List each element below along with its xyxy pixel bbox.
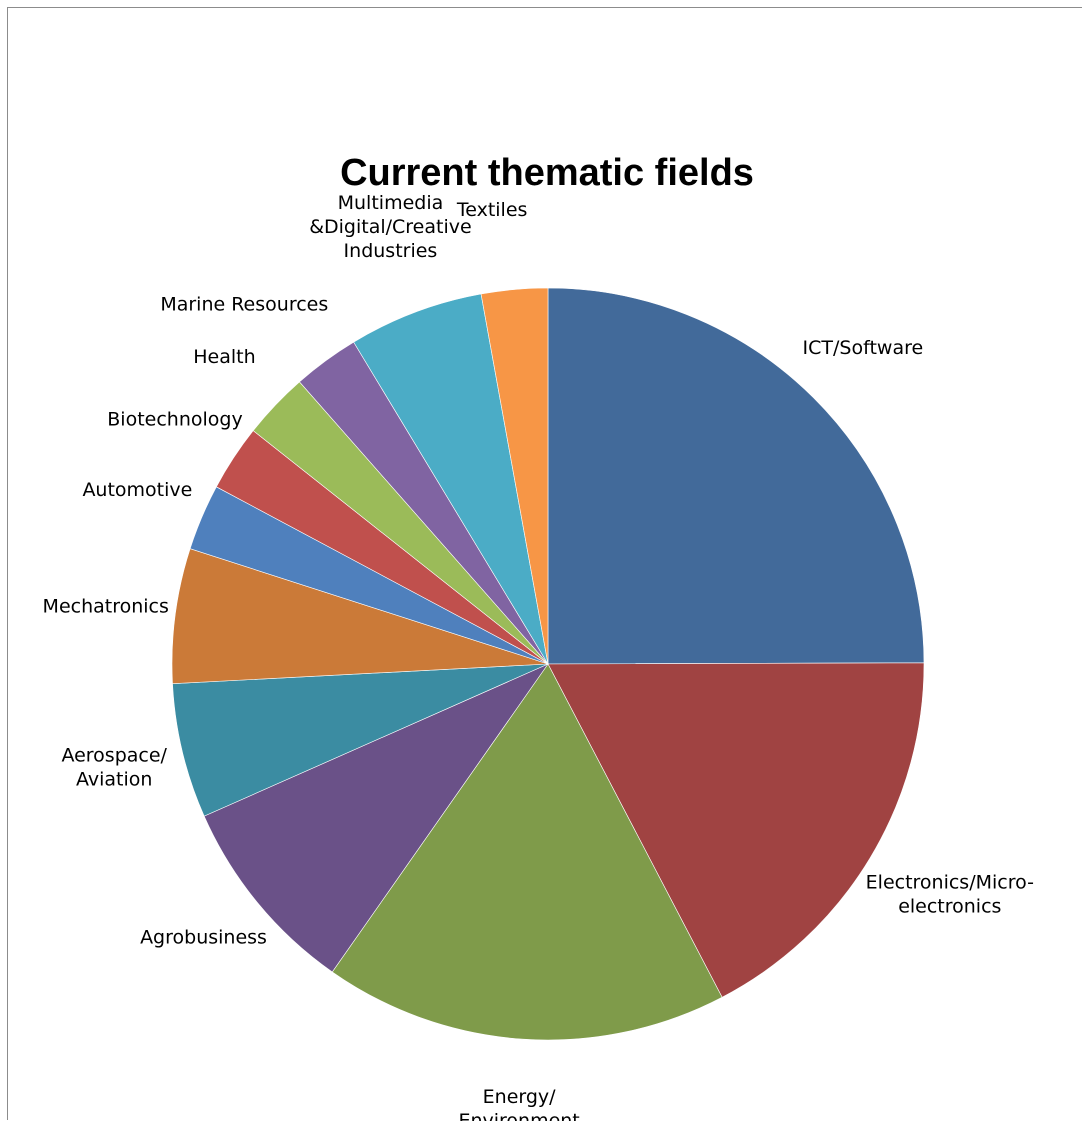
slice-label-line: Health bbox=[193, 346, 255, 368]
slice-label-line: Electronics/Micro- bbox=[866, 872, 1034, 894]
pie-slice bbox=[172, 663, 549, 817]
slice-label: Energy/Environment bbox=[458, 1086, 579, 1121]
pie-slice bbox=[331, 663, 723, 1041]
slice-label-line: Agrobusiness bbox=[140, 926, 267, 948]
pie-slice bbox=[353, 293, 549, 665]
slice-label-line: Automotive bbox=[82, 479, 192, 501]
pie-slice bbox=[203, 663, 549, 973]
chart-title: Current thematic fields bbox=[340, 152, 754, 194]
slice-label-line: Energy/ bbox=[483, 1086, 557, 1108]
slice-label-line: Aerospace/ bbox=[61, 745, 167, 767]
slice-label: Aerospace/Aviation bbox=[61, 745, 167, 791]
slice-label: Agrobusiness bbox=[140, 926, 267, 948]
pie-slice bbox=[480, 287, 549, 665]
slice-label-line: Environment bbox=[458, 1110, 579, 1121]
pie-slice bbox=[547, 662, 925, 998]
chart-frame: Current thematic fields ICT/Software Elec… bbox=[7, 7, 1082, 1121]
slice-label: Marine Resources bbox=[160, 293, 328, 315]
slice-label: ICT/Software bbox=[803, 337, 924, 359]
slice-label-line: Marine Resources bbox=[160, 293, 328, 315]
slice-label-line: Aviation bbox=[76, 769, 152, 791]
slice-label: Health bbox=[193, 346, 255, 368]
slice-labels: ICT/Software Electronics/Micro-electronic… bbox=[43, 192, 1034, 1121]
slice-label: Electronics/Micro-electronics bbox=[866, 872, 1034, 918]
slice-label-line: electronics bbox=[898, 896, 1001, 918]
slice-label-line: Mechatronics bbox=[43, 595, 169, 617]
slice-label-line: Textiles bbox=[456, 199, 528, 221]
slice-label-line: Industries bbox=[344, 240, 438, 262]
pie-slice bbox=[547, 287, 925, 665]
slice-label-line: &Digital/Creative bbox=[309, 216, 472, 238]
slice-label: Mechatronics bbox=[43, 595, 169, 617]
slice-label: Multimedia &Digital/Creative Industries bbox=[309, 192, 472, 262]
slice-label-line: Biotechnology bbox=[107, 409, 242, 431]
pie-slices bbox=[171, 287, 925, 1041]
slice-label: Biotechnology bbox=[107, 409, 242, 431]
slice-label: Textiles bbox=[456, 199, 528, 221]
pie-slice bbox=[171, 548, 549, 685]
slice-label-line: ICT/Software bbox=[803, 337, 924, 359]
slice-label-line: Multimedia bbox=[338, 192, 444, 214]
slice-label: Automotive bbox=[82, 479, 192, 501]
pie-chart: Current thematic fields ICT/Software Elec… bbox=[43, 152, 1034, 1121]
